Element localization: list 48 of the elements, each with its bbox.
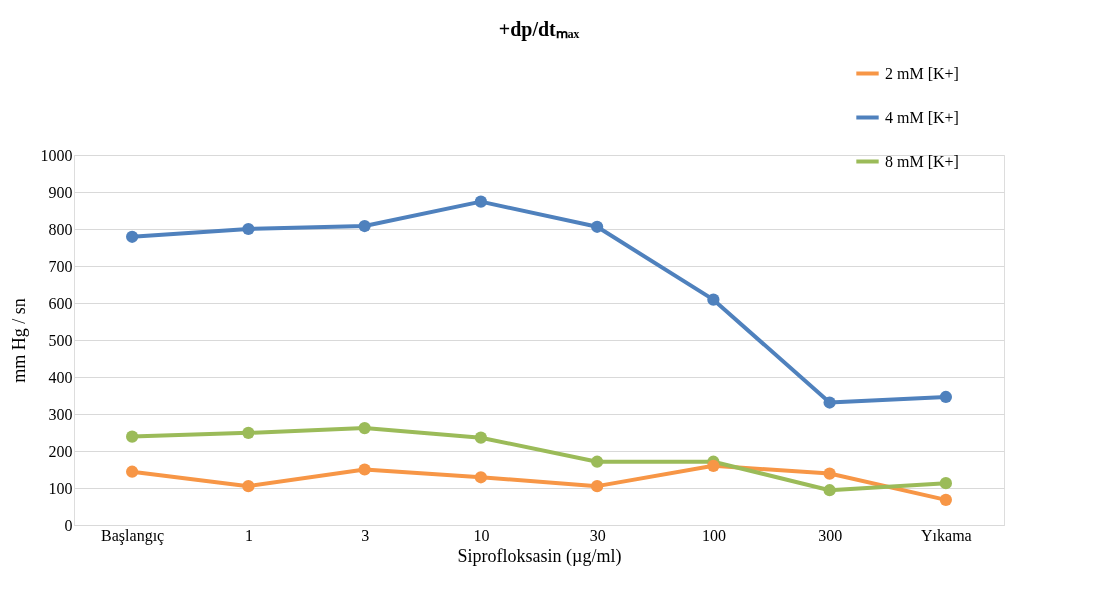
- x-tick-label: 30: [589, 526, 606, 544]
- point: [823, 396, 836, 409]
- point: [474, 431, 487, 444]
- point: [591, 220, 604, 233]
- point: [939, 390, 952, 404]
- x-tick-label: 3: [361, 526, 370, 544]
- point: [358, 219, 371, 233]
- point: [823, 484, 836, 497]
- point: [474, 195, 487, 208]
- y-tick-label: 100: [48, 479, 73, 497]
- y-tick-label: 600: [48, 294, 73, 312]
- legend-label: 2 mM [K+]: [885, 64, 959, 82]
- point: [707, 459, 720, 472]
- y-tick-label: 400: [48, 368, 73, 386]
- y-tick-label: 200: [48, 442, 73, 460]
- legend-label: 8 mM [K+]: [885, 152, 959, 170]
- chart-title: +dp/dtₘₐₓ: [498, 18, 580, 41]
- y-tick-label: 500: [48, 331, 73, 349]
- x-tick-label: 1: [244, 526, 253, 544]
- y-tick-label: 1000: [40, 146, 73, 164]
- point: [126, 465, 139, 478]
- x-axis-title: Siprofloksasin (µg/ml): [457, 545, 622, 567]
- y-tick-label: 700: [48, 257, 73, 275]
- point: [126, 430, 139, 443]
- y-tick-label: 0: [64, 516, 73, 534]
- x-tick-label: 100: [701, 526, 726, 544]
- x-tick-label: Yıkama: [921, 526, 972, 544]
- point: [823, 467, 836, 480]
- point: [126, 230, 139, 243]
- x-tick-label: 300: [818, 526, 843, 544]
- point: [474, 471, 487, 484]
- x-tick-label: Başlangıç: [101, 526, 165, 545]
- point: [358, 463, 371, 476]
- point: [358, 421, 371, 435]
- point: [242, 426, 255, 439]
- point: [591, 480, 604, 493]
- y-axis-title: mm Hg / sn: [8, 298, 29, 383]
- point: [242, 480, 255, 493]
- point: [591, 455, 604, 468]
- y-tick-label: 900: [48, 183, 73, 201]
- point: [707, 293, 720, 306]
- point: [242, 222, 255, 236]
- x-tick-label: 10: [473, 526, 490, 544]
- point: [939, 477, 952, 490]
- point: [939, 493, 952, 506]
- legend-label: 4 mM [K+]: [885, 108, 959, 126]
- y-tick-label: 800: [48, 220, 73, 238]
- y-tick-label: 300: [48, 405, 73, 423]
